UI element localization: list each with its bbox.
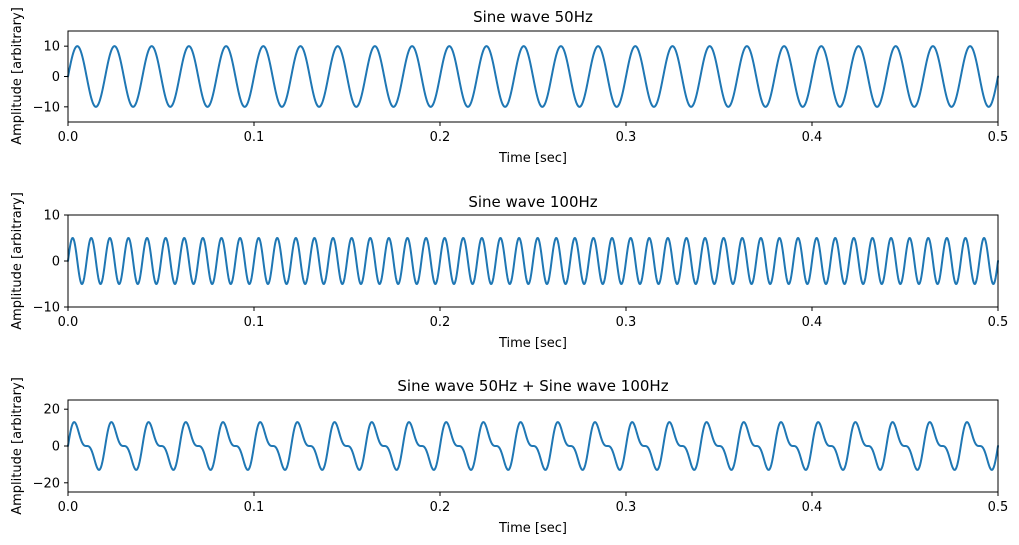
y-tick-label: −10 xyxy=(33,100,60,115)
y-tick-label: 0 xyxy=(52,255,60,270)
x-axis-label: Time [sec] xyxy=(498,151,567,166)
subplot-sine-100hz: Sine wave 100Hz Amplitude [arbitrary] Ti… xyxy=(10,192,1008,351)
x-tick-label: 0.2 xyxy=(430,130,451,145)
x-tick-label: 0.4 xyxy=(802,500,823,515)
subplot-sine-50hz: Sine wave 50Hz Amplitude [arbitrary] Tim… xyxy=(10,7,1008,166)
x-tick-label: 0.0 xyxy=(58,500,79,515)
plot-title: Sine wave 50Hz + Sine wave 100Hz xyxy=(397,377,668,395)
plot-title: Sine wave 100Hz xyxy=(468,193,597,211)
x-tick-label: 0.5 xyxy=(988,315,1009,330)
x-axis-label: Time [sec] xyxy=(498,521,567,536)
series-line xyxy=(67,45,999,108)
y-tick-label: 10 xyxy=(43,40,60,55)
y-axis-label: Amplitude [arbitrary] xyxy=(10,7,25,145)
y-tick-label: 10 xyxy=(43,209,60,224)
y-axis-label: Amplitude [arbitrary] xyxy=(10,192,25,330)
x-tick-label: 0.1 xyxy=(244,130,265,145)
plot-frame xyxy=(67,214,999,308)
series-line xyxy=(67,237,999,285)
x-tick-label: 0.2 xyxy=(430,315,451,330)
y-axis-label: Amplitude [arbitrary] xyxy=(10,377,25,515)
x-tick-label: 0.3 xyxy=(616,500,637,515)
x-tick-label: 0.1 xyxy=(244,315,265,330)
x-tick-label: 0.0 xyxy=(58,315,79,330)
series-line xyxy=(67,421,999,471)
x-tick-label: 0.4 xyxy=(802,130,823,145)
x-tick-label: 0.2 xyxy=(430,500,451,515)
y-tick-label: −10 xyxy=(33,301,60,316)
y-tick-label: 0 xyxy=(52,70,60,85)
plot-frame xyxy=(67,399,999,493)
x-tick-label: 0.3 xyxy=(616,130,637,145)
x-tick-label: 0.1 xyxy=(244,500,265,515)
x-tick-label: 0.5 xyxy=(988,130,1009,145)
y-tick-label: 0 xyxy=(52,440,60,455)
x-tick-label: 0.4 xyxy=(802,315,823,330)
plot-frame xyxy=(67,30,999,123)
y-tick-label: 20 xyxy=(43,403,60,418)
subplot-sine-sum: Sine wave 50Hz + Sine wave 100Hz Amplitu… xyxy=(10,377,1008,536)
x-axis-label: Time [sec] xyxy=(498,336,567,351)
y-tick-label: −20 xyxy=(33,476,60,491)
x-tick-label: 0.3 xyxy=(616,315,637,330)
x-tick-label: 0.5 xyxy=(988,500,1009,515)
x-tick-label: 0.0 xyxy=(58,130,79,145)
plot-title: Sine wave 50Hz xyxy=(473,8,593,26)
